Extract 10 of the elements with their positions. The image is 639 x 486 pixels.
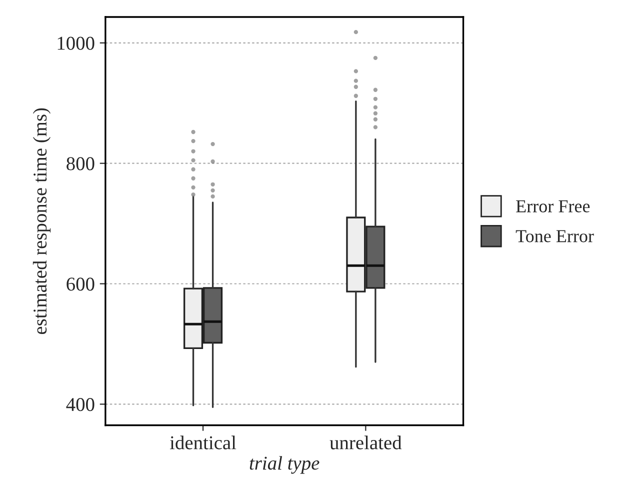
y-tick-label: 600: [66, 278, 94, 291]
legend-label: Tone Error: [516, 230, 594, 242]
y-tick-label: 1000: [58, 36, 94, 50]
legend-label: Error Free: [516, 200, 590, 212]
x-tick-label: identical: [170, 436, 236, 450]
y-tick-label: 800: [66, 157, 94, 170]
y-axis-title: estimated response time (ms): [32, 108, 51, 334]
y-tick-label: 400: [66, 398, 94, 412]
x-tick-label: unrelated: [330, 436, 402, 450]
x-axis-title: trial type: [250, 456, 320, 474]
